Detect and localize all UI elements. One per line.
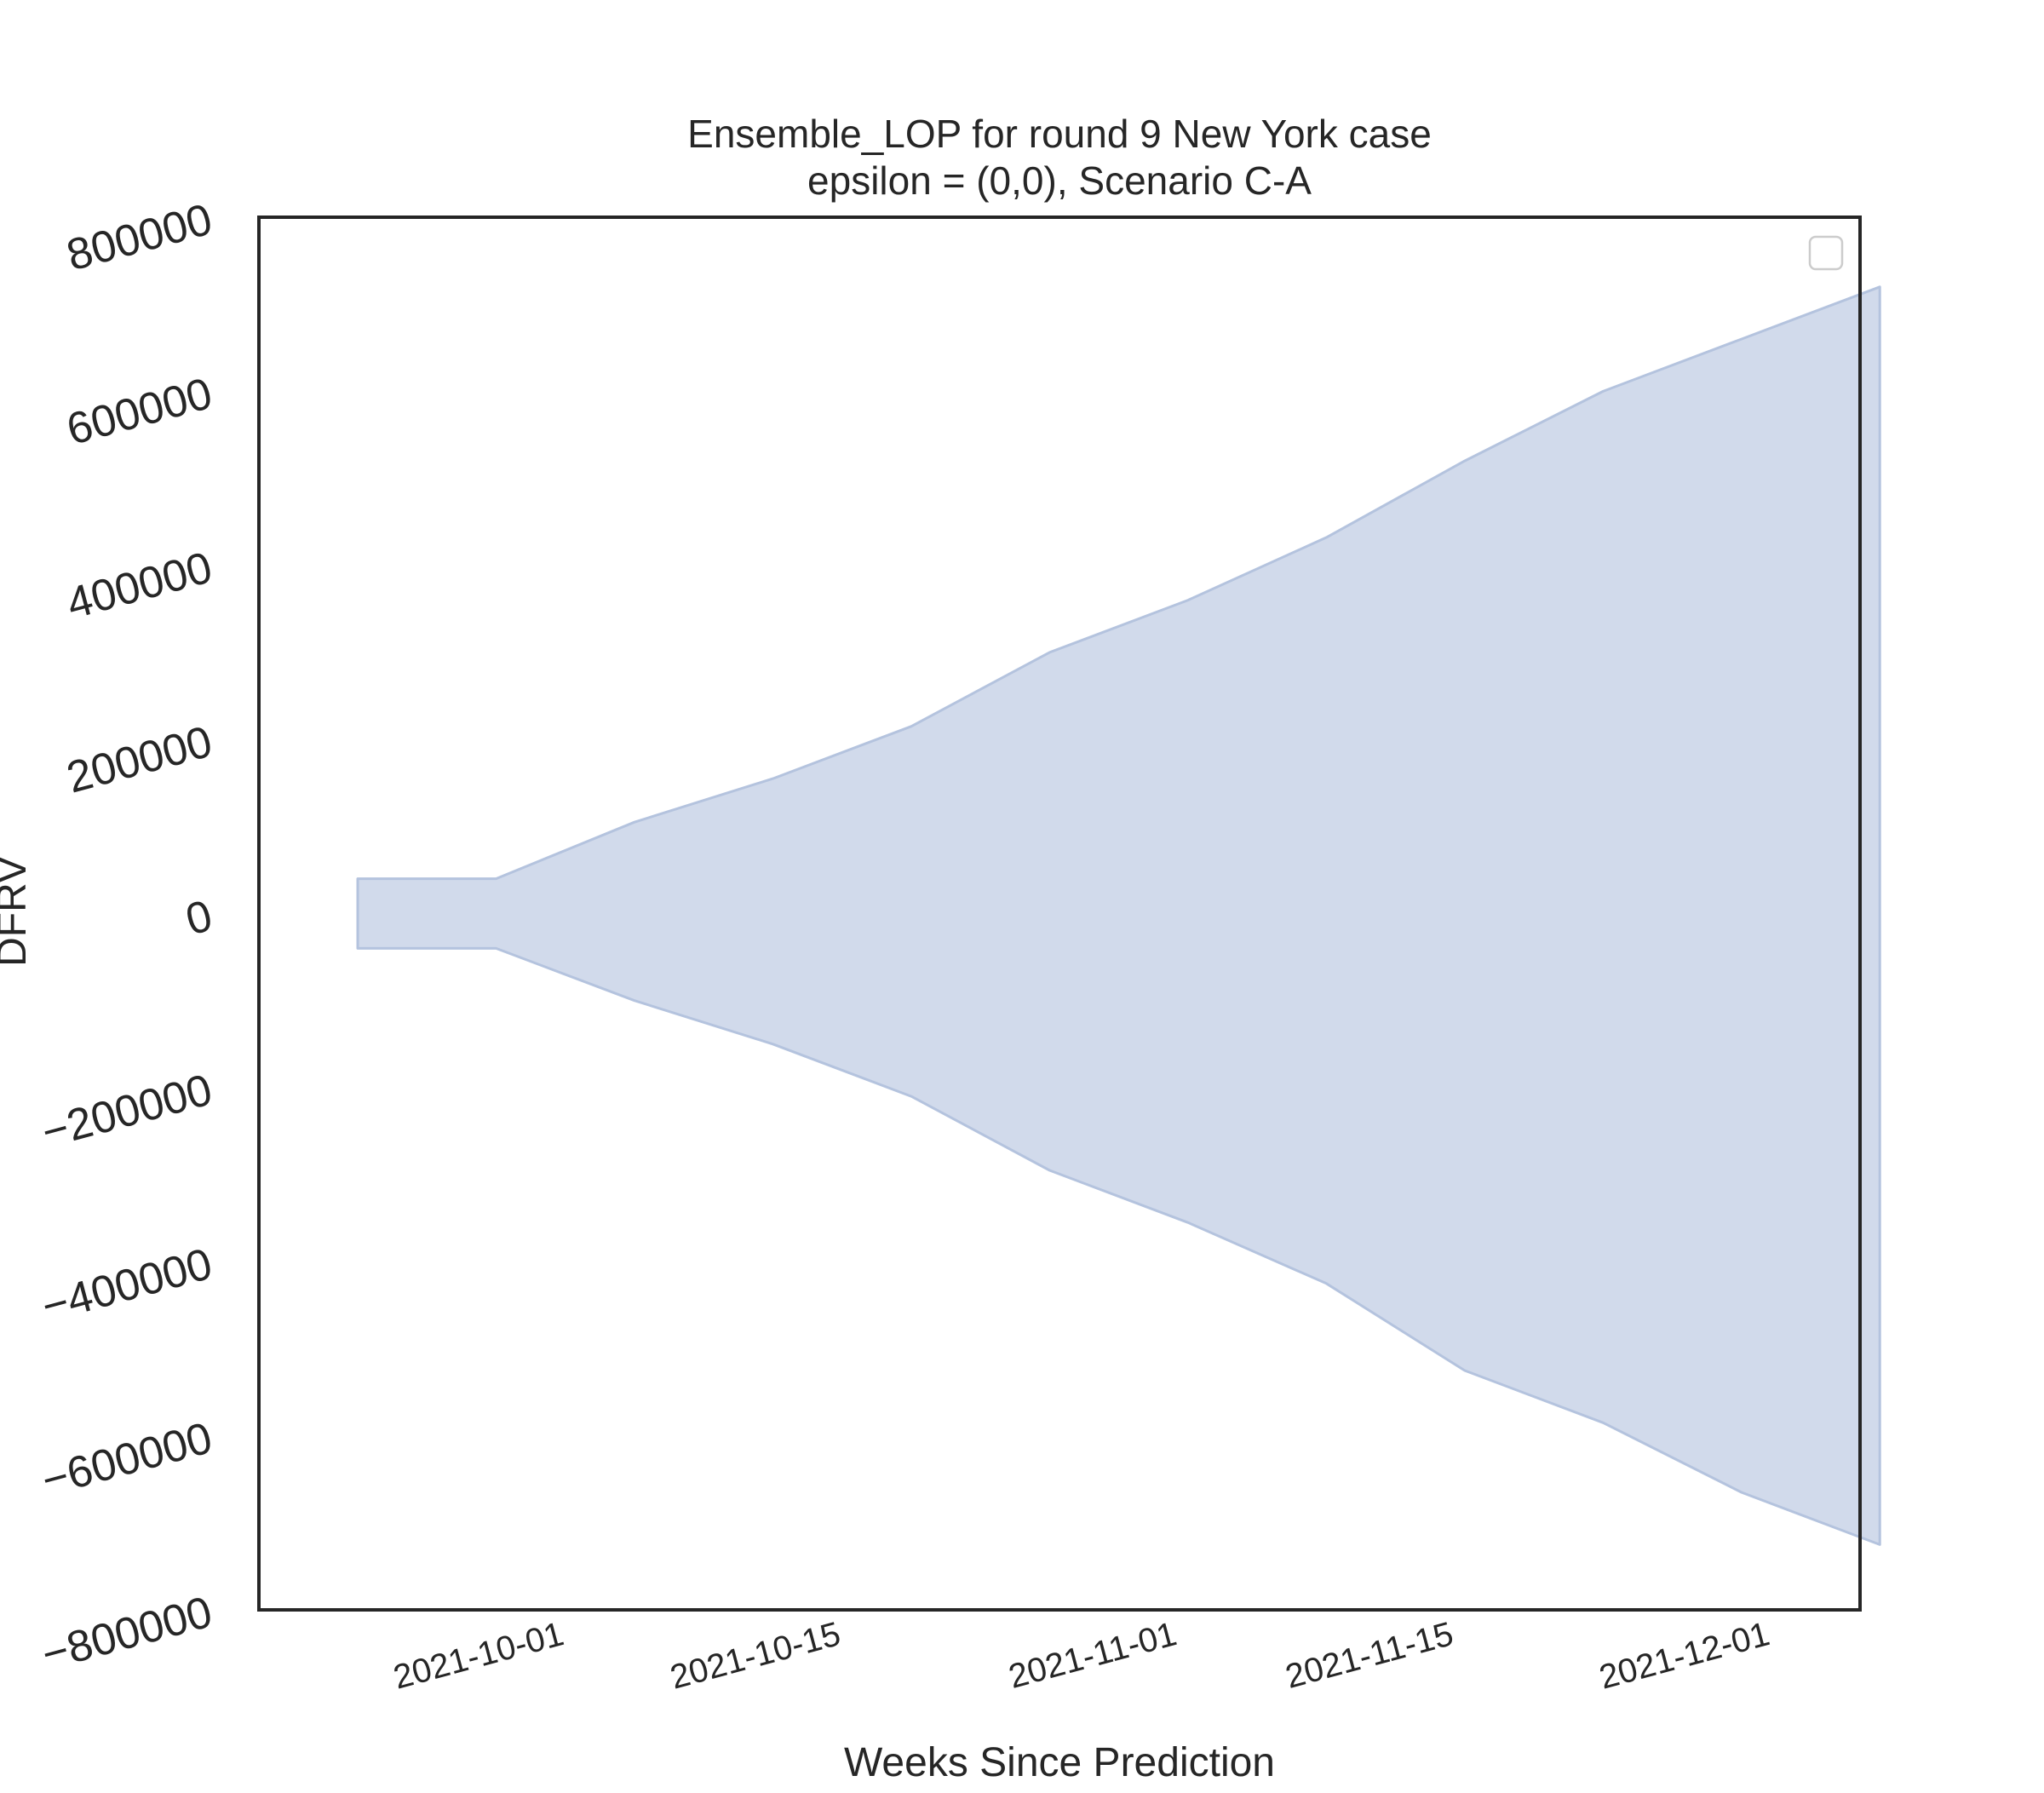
y-tick-label: 600000 [61, 369, 217, 455]
y-tick-label: −200000 [37, 1065, 217, 1158]
y-tick-label: 800000 [61, 195, 217, 281]
x-tick-label: 2021-11-15 [1282, 1615, 1457, 1696]
y-tick-label: 200000 [61, 717, 217, 803]
y-tick-label: −600000 [37, 1413, 217, 1506]
y-tick-label: 400000 [61, 543, 217, 629]
x-tick-label: 2021-12-01 [1595, 1615, 1773, 1696]
x-axis-label: Weeks Since Prediction [844, 1740, 1275, 1785]
x-tick-label: 2021-10-15 [666, 1615, 844, 1696]
y-tick-label: 0 [181, 891, 217, 945]
interval-band-0 [356, 285, 1881, 1546]
x-tick-label: 2021-11-01 [1005, 1615, 1180, 1696]
y-axis-label: DFRV [0, 856, 35, 967]
plot-frame [257, 216, 1862, 1612]
y-tick-label: −800000 [37, 1588, 217, 1681]
x-tick-label: 2021-10-01 [389, 1615, 567, 1696]
legend-box [1808, 235, 1844, 271]
chart-title-line-1: Ensemble_LOP for round 9 New York case [687, 112, 1432, 156]
chart-title-line-2: epsilon = (0,0), Scenario C-A [807, 158, 1312, 203]
y-tick-label: −400000 [37, 1239, 217, 1332]
